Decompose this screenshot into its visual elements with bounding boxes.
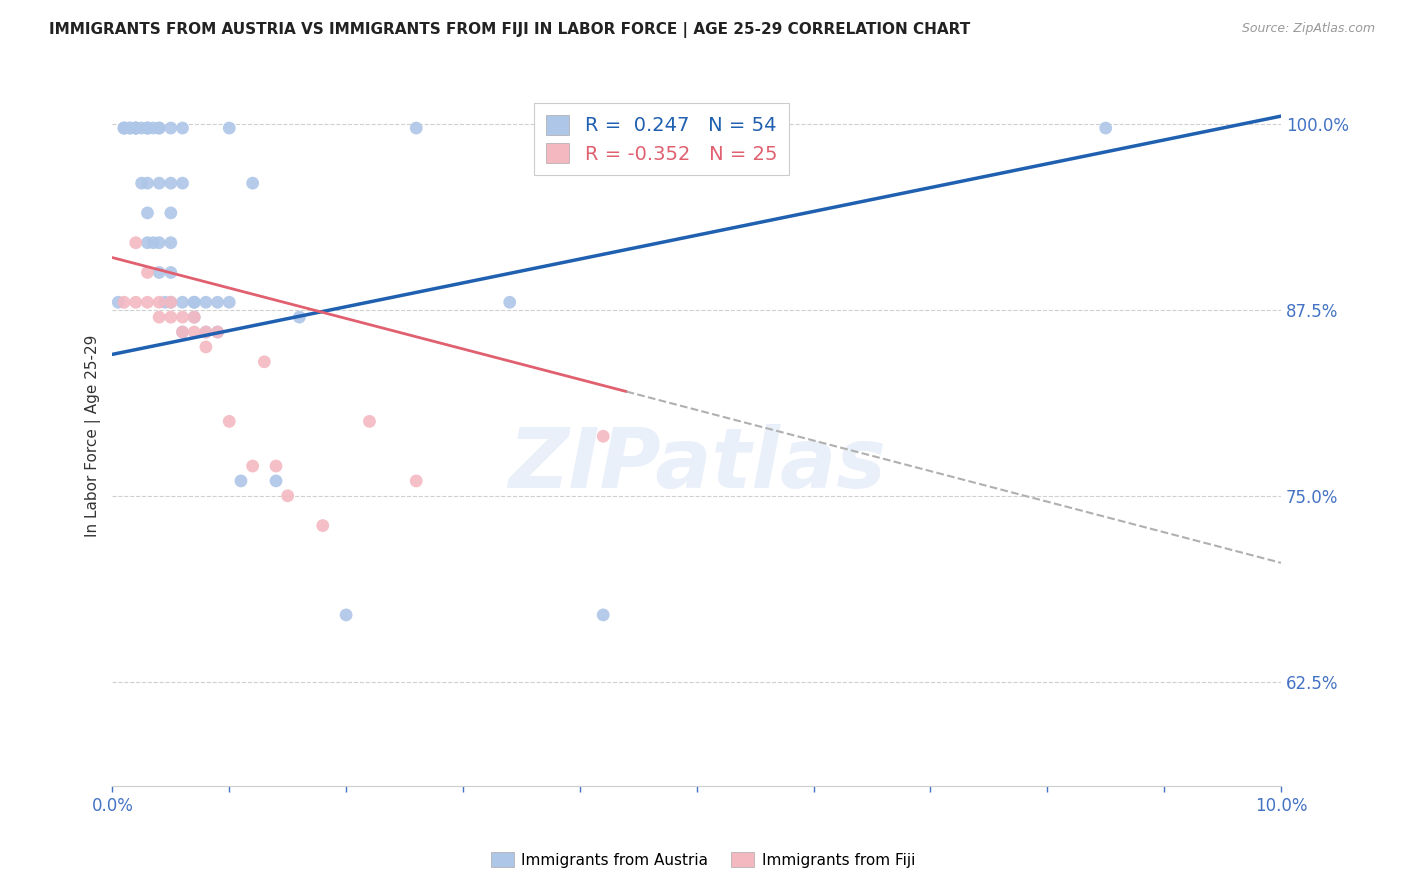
Point <box>160 176 183 190</box>
Point <box>218 295 240 310</box>
Point <box>277 489 299 503</box>
Point <box>136 235 159 250</box>
Point <box>160 295 183 310</box>
Point <box>194 340 217 354</box>
Point <box>125 121 148 136</box>
Point <box>136 295 159 310</box>
Point <box>125 295 148 310</box>
Point <box>136 176 159 190</box>
Point <box>136 121 159 136</box>
Text: Source: ZipAtlas.com: Source: ZipAtlas.com <box>1241 22 1375 36</box>
Point <box>592 607 614 622</box>
Point <box>242 458 264 473</box>
Y-axis label: In Labor Force | Age 25-29: In Labor Force | Age 25-29 <box>86 335 101 538</box>
Point <box>592 429 614 443</box>
Point <box>131 121 153 136</box>
Point <box>136 206 159 220</box>
Legend: R =  0.247   N = 54, R = -0.352   N = 25: R = 0.247 N = 54, R = -0.352 N = 25 <box>534 103 789 175</box>
Point <box>194 295 217 310</box>
Point <box>359 414 381 428</box>
Point <box>125 121 148 136</box>
Point <box>148 310 170 325</box>
Point <box>405 474 427 488</box>
Point <box>207 325 229 339</box>
Point <box>253 355 276 369</box>
Point <box>112 295 135 310</box>
Point <box>405 121 427 136</box>
Point <box>125 121 148 136</box>
Point <box>142 235 165 250</box>
Point <box>264 474 287 488</box>
Point <box>142 121 165 136</box>
Point <box>229 474 252 488</box>
Point <box>1094 121 1116 136</box>
Point <box>207 325 229 339</box>
Point <box>183 295 205 310</box>
Point <box>160 121 183 136</box>
Point <box>118 121 141 136</box>
Point <box>194 325 217 339</box>
Point <box>153 295 176 310</box>
Point <box>160 310 183 325</box>
Point <box>264 458 287 473</box>
Point <box>107 295 129 310</box>
Point <box>112 121 135 136</box>
Point <box>172 121 194 136</box>
Point <box>183 295 205 310</box>
Point <box>136 121 159 136</box>
Point <box>172 325 194 339</box>
Point <box>218 414 240 428</box>
Point <box>148 265 170 279</box>
Point <box>136 121 159 136</box>
Point <box>172 325 194 339</box>
Text: ZIPatlas: ZIPatlas <box>508 424 886 505</box>
Legend: Immigrants from Austria, Immigrants from Fiji: Immigrants from Austria, Immigrants from… <box>485 846 921 873</box>
Point <box>172 295 194 310</box>
Point <box>183 310 205 325</box>
Point <box>172 310 194 325</box>
Point <box>160 235 183 250</box>
Point <box>148 121 170 136</box>
Point <box>160 295 183 310</box>
Point <box>183 310 205 325</box>
Point <box>312 518 335 533</box>
Point <box>131 176 153 190</box>
Point <box>183 325 205 339</box>
Point <box>148 176 170 190</box>
Point <box>335 607 357 622</box>
Point <box>148 235 170 250</box>
Text: IMMIGRANTS FROM AUSTRIA VS IMMIGRANTS FROM FIJI IN LABOR FORCE | AGE 25-29 CORRE: IMMIGRANTS FROM AUSTRIA VS IMMIGRANTS FR… <box>49 22 970 38</box>
Point <box>136 265 159 279</box>
Point <box>148 121 170 136</box>
Point <box>172 176 194 190</box>
Point <box>112 121 135 136</box>
Point <box>160 265 183 279</box>
Point <box>112 121 135 136</box>
Point <box>118 121 141 136</box>
Point <box>499 295 522 310</box>
Point <box>125 121 148 136</box>
Point <box>125 235 148 250</box>
Point <box>207 295 229 310</box>
Point <box>288 310 311 325</box>
Point <box>160 206 183 220</box>
Point <box>194 325 217 339</box>
Point <box>242 176 264 190</box>
Point <box>218 121 240 136</box>
Point <box>148 295 170 310</box>
